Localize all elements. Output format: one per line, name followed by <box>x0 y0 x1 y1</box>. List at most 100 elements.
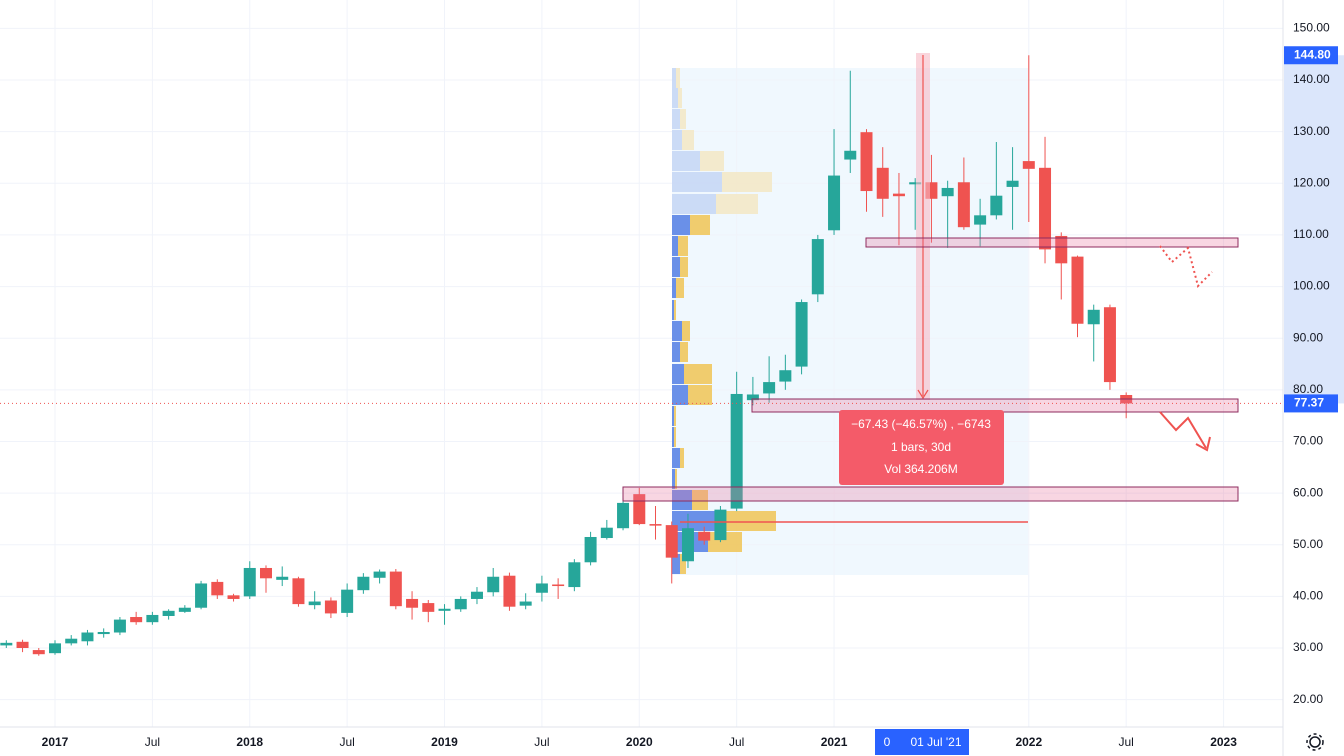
candle-body <box>454 598 467 610</box>
candle-body <box>535 583 548 593</box>
candle-body <box>65 638 78 644</box>
y-tick-label: 70.00 <box>1293 434 1323 448</box>
profile-down <box>722 172 772 192</box>
candle-body <box>698 531 711 541</box>
x-tick-label: Jul <box>729 735 744 749</box>
x-tick-label: 2019 <box>431 735 458 749</box>
candle-body <box>941 187 954 197</box>
candle-body <box>341 589 354 613</box>
candle-body <box>649 524 662 526</box>
high-price-label: 144.80 <box>1294 47 1331 61</box>
candle-body <box>681 528 694 562</box>
candle-body <box>16 641 29 649</box>
profile-up <box>672 511 726 531</box>
candle-body <box>470 591 483 599</box>
x-tick-label: Jul <box>1119 735 1134 749</box>
candle-body <box>81 632 94 642</box>
candle-body <box>487 576 500 593</box>
candle-body <box>730 393 743 509</box>
candle-body <box>714 509 727 541</box>
candle-body <box>130 617 143 623</box>
candle-body <box>552 584 565 587</box>
tooltip-line: −67.43 (−46.57%) , −6743 <box>851 417 991 431</box>
measure-arrow-head <box>917 389 929 400</box>
candle-body <box>422 603 435 612</box>
tooltip-line: Vol 364.206M <box>884 462 957 476</box>
profile-up <box>672 490 692 510</box>
crosshair-prefix: 0 <box>884 735 891 749</box>
profile-down <box>690 215 710 235</box>
candle-body <box>909 182 922 185</box>
time-axis <box>0 727 1283 756</box>
candle-body <box>438 608 451 611</box>
candle-body <box>97 631 110 635</box>
candle-body <box>876 167 889 199</box>
candle-body <box>195 583 208 608</box>
zone <box>622 486 1239 502</box>
candle-body <box>49 643 61 654</box>
y-tick-label: 50.00 <box>1293 537 1323 551</box>
candles <box>0 55 1133 656</box>
x-tick-label: Jul <box>339 735 354 749</box>
candle-body <box>406 598 419 608</box>
candle-body <box>990 195 1003 216</box>
candle-body <box>276 576 289 580</box>
high-price-box <box>1284 46 1338 65</box>
y-tick-label: 90.00 <box>1293 330 1323 344</box>
profile-down <box>680 342 688 362</box>
candle-body <box>974 215 987 225</box>
settings-icon[interactable] <box>1306 733 1324 751</box>
candle-body <box>0 642 13 646</box>
price-range-highlight <box>1284 55 1344 404</box>
profile-down <box>688 385 712 405</box>
volume-profile <box>672 68 776 574</box>
candle-body <box>357 576 370 591</box>
candle-body <box>324 600 337 614</box>
candle-body <box>243 567 256 597</box>
candle-body <box>584 536 597 563</box>
y-tick-label: 100.00 <box>1293 279 1330 293</box>
x-tick-label: 2022 <box>1015 735 1042 749</box>
candle-body <box>665 525 678 558</box>
profile-up <box>672 194 716 214</box>
candle-body <box>259 567 272 579</box>
profile-up <box>672 554 680 574</box>
candle-body <box>227 595 240 599</box>
candle-body <box>617 502 630 529</box>
candle-body <box>1055 235 1068 264</box>
profile-up <box>672 151 700 171</box>
candle-body <box>811 239 824 295</box>
profile-up <box>672 300 674 320</box>
profile-down <box>726 511 776 531</box>
profile-up <box>672 172 722 192</box>
profile-up <box>672 130 682 150</box>
profile-up <box>672 321 682 341</box>
profile-up <box>672 109 680 129</box>
candle-body <box>1071 256 1084 324</box>
profile-down <box>684 364 712 384</box>
profile-down <box>716 194 758 214</box>
candle-body <box>373 571 386 578</box>
profile-up <box>672 215 690 235</box>
profile-up <box>672 364 684 384</box>
candle-body <box>113 619 126 633</box>
candle-body <box>1103 307 1116 383</box>
x-tick-label: Jul <box>145 735 160 749</box>
y-tick-label: 150.00 <box>1293 21 1330 35</box>
projection-arrow <box>1159 245 1213 288</box>
profile-up <box>672 342 680 362</box>
profile-up <box>672 257 680 277</box>
projection-arrow <box>1159 411 1207 449</box>
y-tick-label: 130.00 <box>1293 124 1330 138</box>
gear[interactable] <box>1309 736 1321 748</box>
candle-body <box>1039 167 1052 250</box>
x-tick-label: 2023 <box>1210 735 1237 749</box>
profile-down <box>676 278 684 298</box>
gear-teeth[interactable] <box>1306 733 1324 751</box>
x-tick-label: 2018 <box>236 735 263 749</box>
y-tick-label: 60.00 <box>1293 485 1323 499</box>
candle-body <box>795 302 808 367</box>
candle-body <box>292 578 305 605</box>
